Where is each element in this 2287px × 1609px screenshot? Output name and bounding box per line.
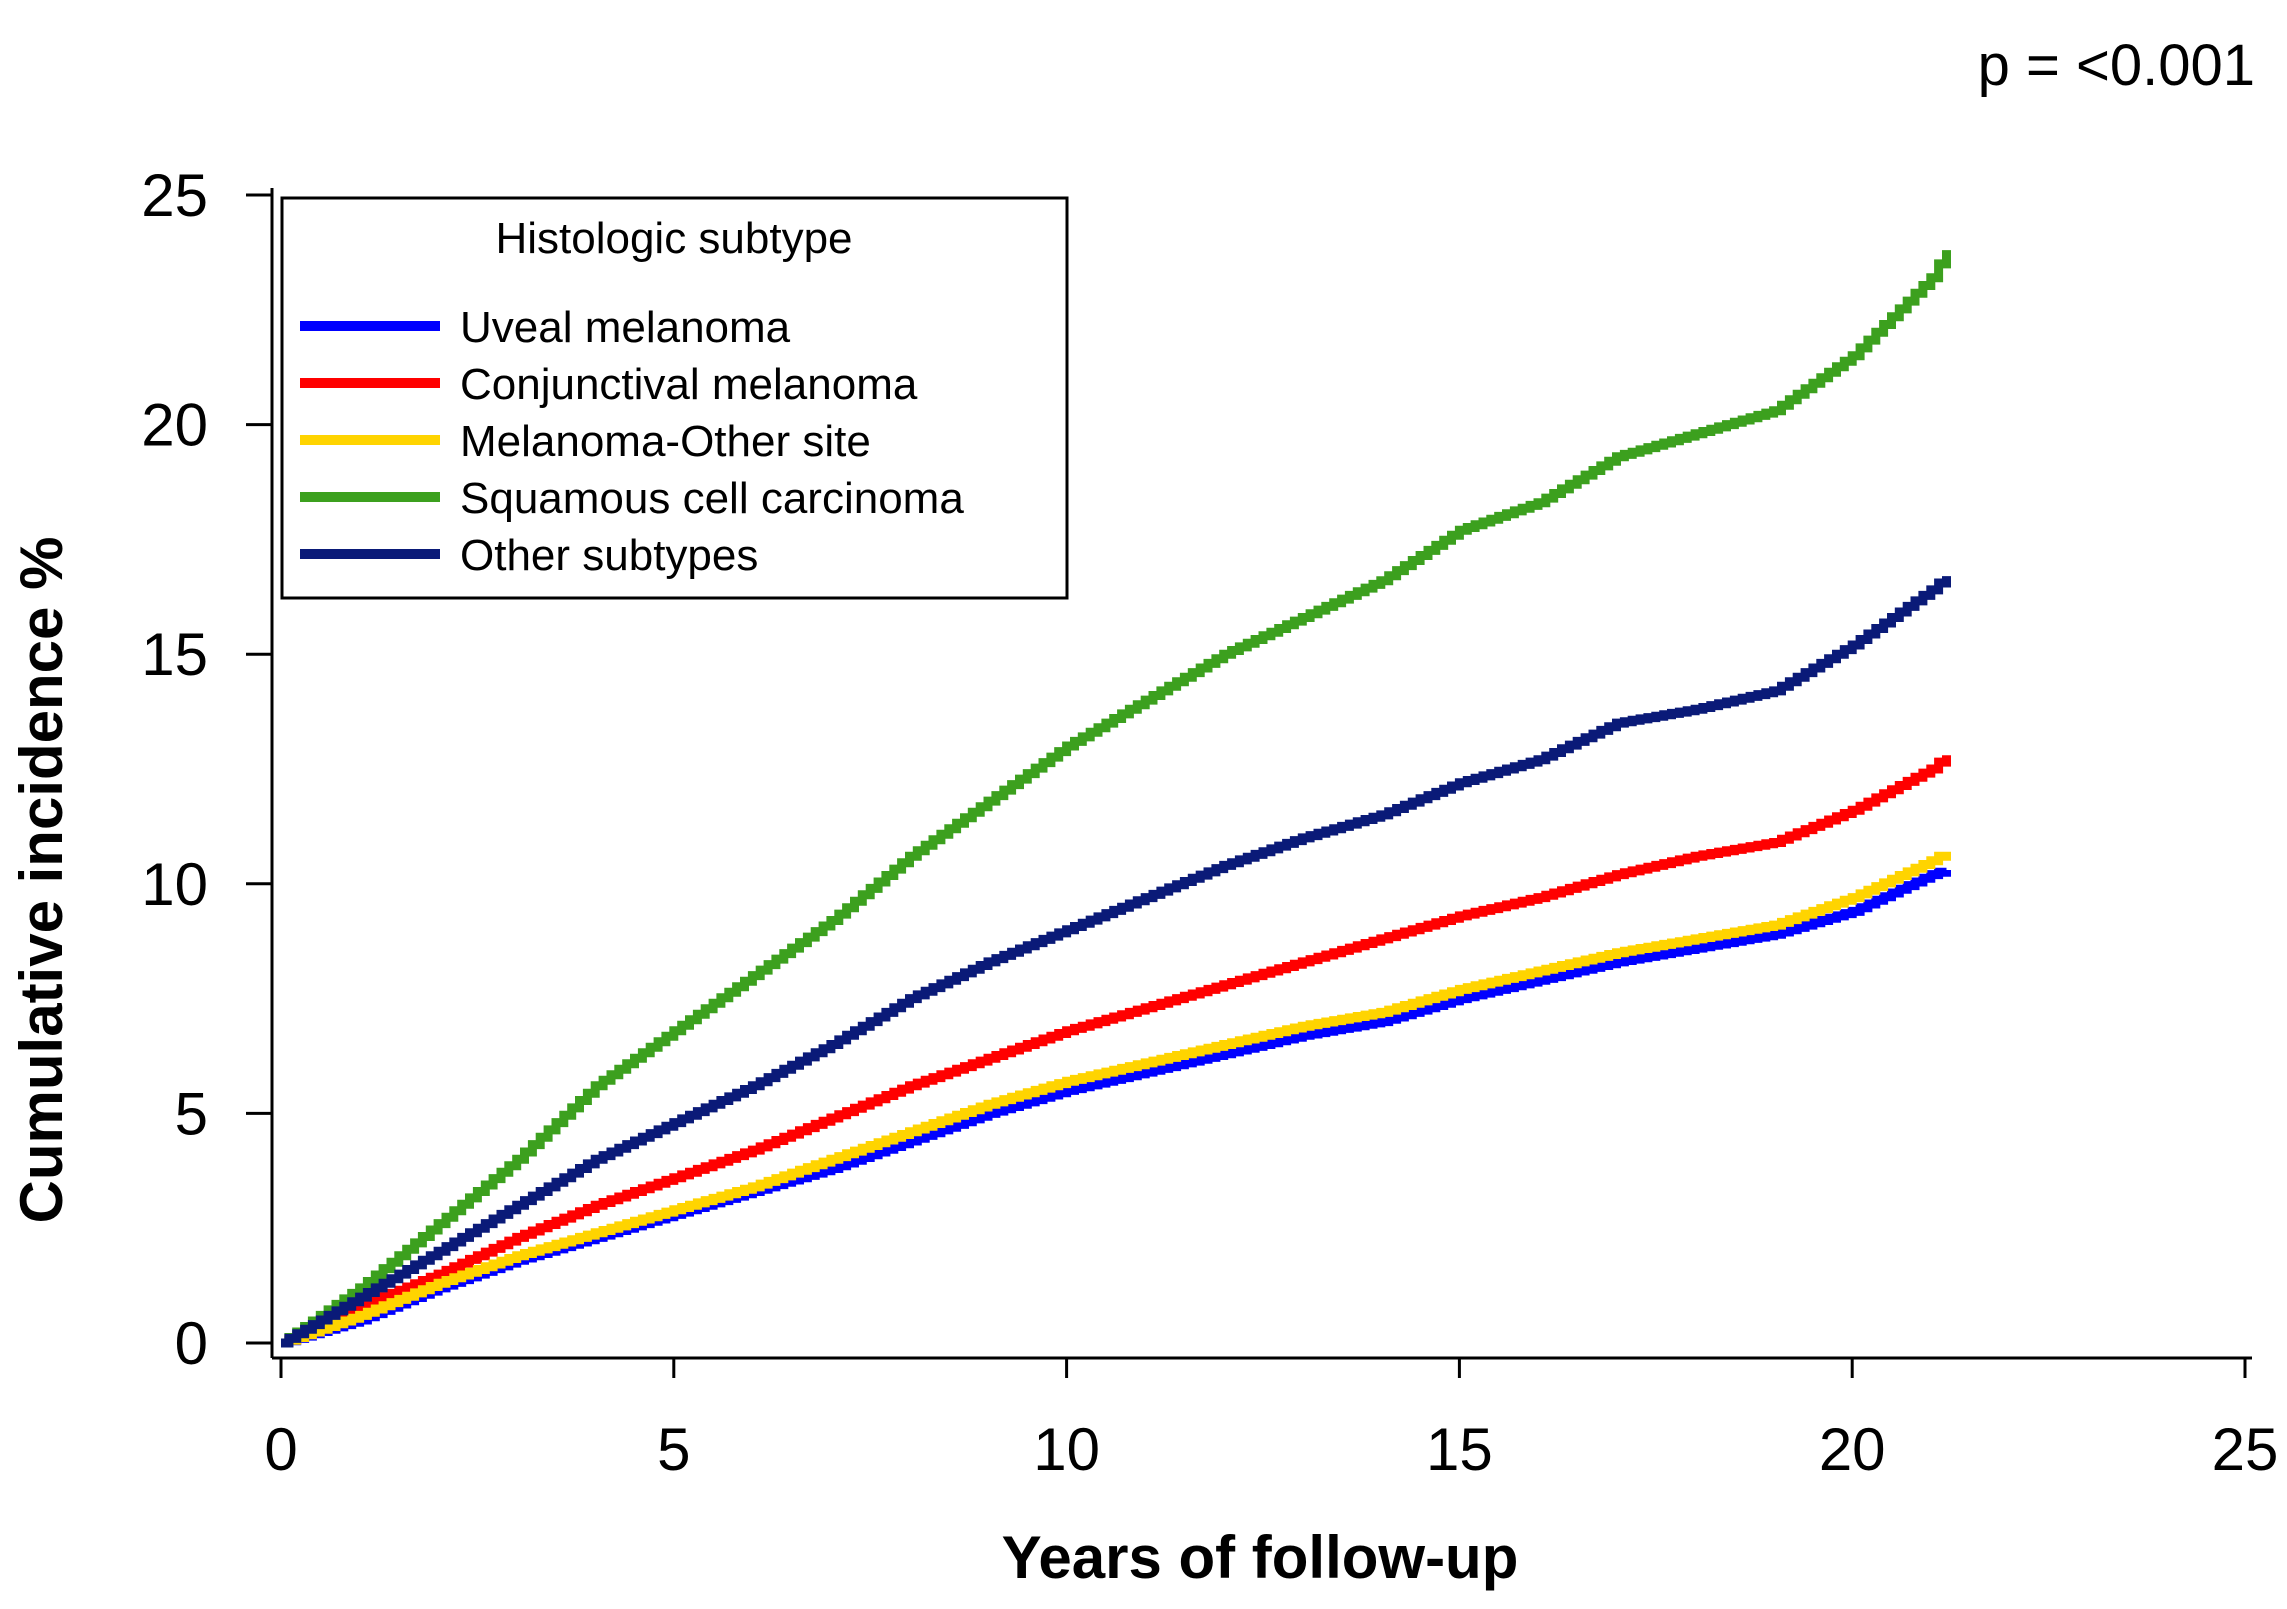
series-line-0: [281, 867, 1951, 1348]
x-tick-label: 25: [2212, 1416, 2279, 1483]
legend: Histologic subtype Uveal melanoma Conjunct…: [280, 196, 1069, 600]
y-tick-label: 0: [175, 1310, 208, 1377]
y-tick-label: 5: [175, 1080, 208, 1147]
legend-entry-label: Conjunctival melanoma: [460, 360, 918, 409]
legend-entry-label: Squamous cell carcinoma: [460, 474, 964, 523]
x-tick-label: 0: [264, 1416, 297, 1483]
x-tick-label: 15: [1426, 1416, 1493, 1483]
y-tick-label: 25: [141, 162, 208, 229]
series-line-3: [281, 250, 1951, 1348]
y-tick-label: 20: [141, 392, 208, 459]
x-tick-label: 10: [1033, 1416, 1100, 1483]
legend-entry-label: Melanoma-Other site: [460, 417, 871, 466]
x-axis-label: Years of follow-up: [1002, 1524, 1519, 1591]
x-tick-label: 20: [1819, 1416, 1886, 1483]
series-line-1: [281, 755, 1951, 1348]
x-tick-label: 5: [657, 1416, 690, 1483]
legend-title: Histologic subtype: [495, 214, 852, 263]
axes: 0 5 10 15 20 25 0 5 10 15 20 25: [141, 162, 2278, 1483]
series-line-4: [281, 576, 1951, 1348]
y-tick-label: 10: [141, 851, 208, 918]
y-axis-label: Cumulative incidence %: [8, 537, 75, 1224]
legend-entry-label: Other subtypes: [460, 531, 758, 580]
legend-entry-label: Uveal melanoma: [460, 303, 791, 352]
legend-box: [280, 196, 1069, 600]
p-value-annotation: p = <0.001: [1978, 33, 2255, 98]
y-tick-label: 15: [141, 621, 208, 688]
plot-area: [281, 250, 1951, 1348]
series-line-2: [281, 851, 1951, 1348]
